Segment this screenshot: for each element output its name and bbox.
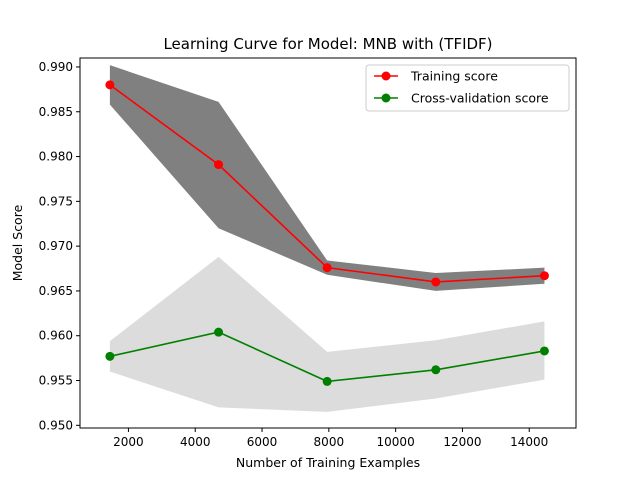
y-axis-label: Model Score <box>10 204 25 281</box>
y-tick-label: 0.955 <box>39 374 73 388</box>
x-tick-label: 4000 <box>180 435 211 449</box>
legend: Training score Cross-validation score <box>365 64 570 112</box>
x-tick-label: 8000 <box>314 435 345 449</box>
series-1-point <box>322 376 332 386</box>
series-0-point <box>431 277 441 287</box>
y-tick-label: 0.970 <box>39 239 73 253</box>
series-1-point <box>105 351 115 361</box>
y-tick-label: 0.960 <box>39 329 73 343</box>
legend-swatch-marker <box>381 93 391 103</box>
series-0-point <box>322 263 332 273</box>
series-0-band <box>109 65 545 291</box>
series-0-point <box>539 271 549 281</box>
y-tick-label: 0.950 <box>39 418 73 432</box>
y-tick-label: 0.980 <box>39 150 73 164</box>
legend-label: Cross-validation score <box>411 91 549 106</box>
legend-swatch-marker <box>381 71 391 81</box>
legend-label: Training score <box>410 69 498 84</box>
x-tick-label: 10000 <box>377 435 415 449</box>
x-axis-label: Number of Training Examples <box>236 455 420 470</box>
series-1-point <box>214 327 224 337</box>
x-tick-label: 2000 <box>113 435 144 449</box>
series-0-point <box>214 160 224 170</box>
y-tick-label: 0.965 <box>39 284 73 298</box>
series-1-point <box>431 365 441 375</box>
x-tick-label: 14000 <box>510 435 548 449</box>
y-tick-label: 0.985 <box>39 105 73 119</box>
plot-area <box>105 65 549 412</box>
plot-frame <box>79 57 577 429</box>
series-0-point <box>105 80 115 90</box>
legend-box <box>365 64 570 112</box>
series-1-point <box>539 346 549 356</box>
y-tick-label: 0.990 <box>39 60 73 74</box>
axes: 2000 4000 6000 8000 10000 12000 14000 0.950 0.95… <box>39 60 549 449</box>
x-tick-label: 12000 <box>443 435 481 449</box>
chart-title: Learning Curve for Model: MNB with (TFID… <box>163 35 492 53</box>
y-tick-label: 0.975 <box>39 194 73 208</box>
x-tick-label: 6000 <box>247 435 278 449</box>
